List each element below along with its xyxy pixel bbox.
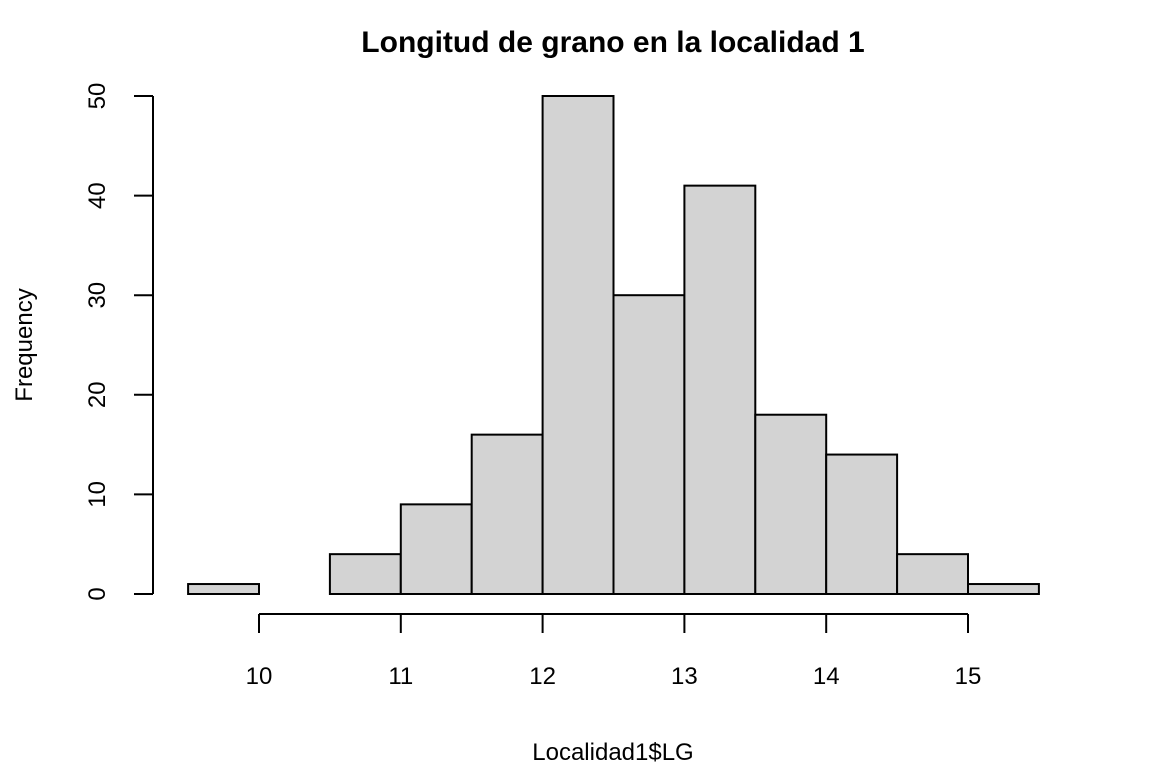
histogram-bar-8	[683, 184, 757, 595]
x-tick-label: 15	[955, 663, 982, 690]
x-tick-label: 14	[813, 663, 840, 690]
chart-title: Longitud de grano en la localidad 1	[361, 26, 864, 59]
y-axis: 0 10 20 30 40 50	[84, 83, 154, 601]
x-axis-label: Localidad1$LG	[532, 739, 693, 766]
histogram-bar-6	[541, 95, 615, 595]
x-tick-label: 10	[246, 663, 273, 690]
bars-group	[187, 95, 1040, 596]
y-tick-label: 10	[84, 481, 111, 508]
x-tick-label: 11	[388, 663, 413, 690]
histogram-bar-5	[470, 433, 544, 596]
y-tick-label: 30	[84, 282, 111, 309]
x-tick-label: 12	[529, 663, 556, 690]
x-tick-label: 13	[671, 663, 698, 690]
y-axis-label: Frequency	[11, 288, 38, 401]
histogram-bar-11	[896, 553, 969, 595]
y-tick-label: 40	[84, 182, 111, 209]
y-tick-label: 20	[84, 381, 111, 408]
histogram-bar-3	[328, 553, 402, 595]
histogram-bar-1	[187, 583, 261, 595]
y-tick-label: 0	[84, 587, 111, 600]
histogram-bar-10	[825, 453, 899, 595]
histogram-bar-4	[399, 503, 473, 595]
x-axis: 10 11 12 13 14 15	[246, 613, 982, 690]
histogram-bar-7	[612, 294, 686, 595]
histogram-bar-9	[754, 413, 828, 595]
y-tick-label: 50	[84, 83, 111, 110]
histogram-bar-12	[967, 583, 1040, 595]
